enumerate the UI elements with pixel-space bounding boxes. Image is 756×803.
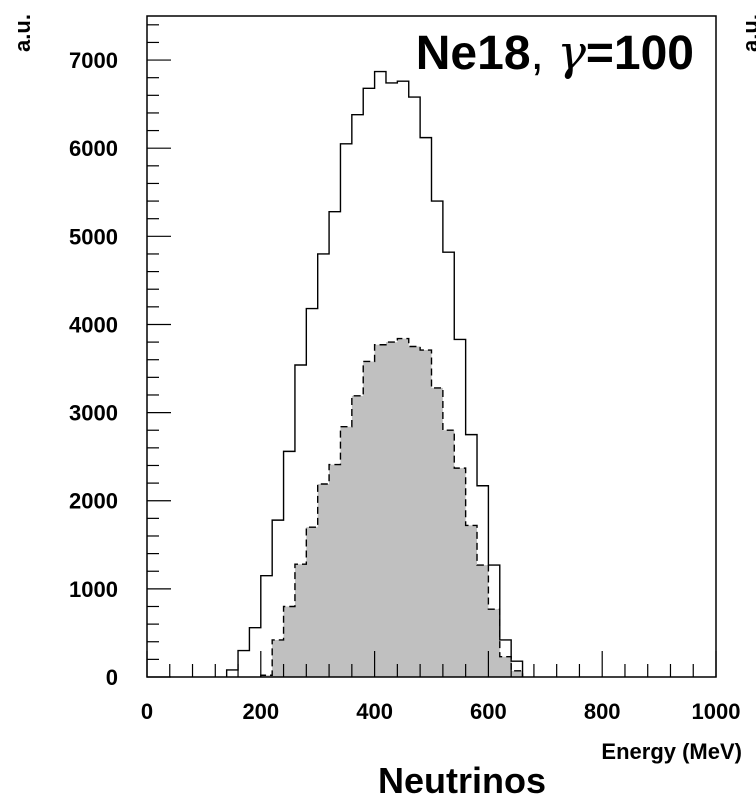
outline-histogram-bin [397,81,408,677]
y-tick-labels: 0 1000 2000 3000 4000 5000 6000 7000 [69,48,118,690]
x-tick-label: 800 [584,699,621,724]
axis-ticks [146,24,717,678]
right-edge-axis-label: a.u. [738,14,756,52]
outline-histogram-bin [340,144,351,677]
x-tick-labels: 0 200 400 600 800 1000 [141,699,741,724]
y-tick-label: 5000 [69,224,118,249]
chart-title: Ne18, γ=100 [416,25,694,81]
outline-histogram-bin [238,651,249,677]
title-separator: , [531,27,558,80]
title-symbol: γ [557,25,586,81]
plot-frame [146,15,717,678]
x-axis-label: Energy (MeV) [601,739,742,764]
filled-histogram-dashed-outline [260,337,524,677]
outline-histogram-bin [511,661,522,677]
outline-histogram-bin [432,201,443,677]
outline-histogram-bin [261,576,272,677]
outline-histogram-bin [386,83,397,677]
y-tick-label: 0 [106,665,118,690]
y-tick-label: 6000 [69,136,118,161]
x-tick-label: 400 [356,699,393,724]
y-tick-label: 1000 [69,577,118,602]
outline-histogram-series [225,70,524,677]
outline-histogram-bin [306,309,317,677]
outline-histogram-bin [284,451,295,677]
y-tick-label: 7000 [69,48,118,73]
outline-histogram-bin [352,115,363,677]
x-tick-label: 1000 [692,699,741,724]
outline-histogram-line [225,70,524,677]
y-axis-label: a.u. [10,14,35,52]
title-value: =100 [586,27,694,80]
y-tick-label: 3000 [69,401,118,426]
outline-histogram-bin [272,520,283,677]
outline-histogram-bin [443,252,454,677]
outline-histogram-bin [500,640,511,677]
outline-histogram-bin [318,254,329,677]
outline-histogram-bin [295,365,306,677]
outline-histogram-bin [409,97,420,677]
outline-histogram-bin [329,212,340,677]
outline-histogram-bin [477,486,488,677]
y-tick-label: 4000 [69,312,118,337]
filled-histogram-series [260,337,524,677]
title-main: Ne18 [416,27,531,80]
x-tick-label: 0 [141,699,153,724]
outline-histogram-bin [375,72,386,677]
outline-histogram-bin [454,339,465,677]
outline-histogram-bin [420,138,431,677]
x-tick-label: 600 [470,699,507,724]
outline-histogram-bin [466,435,477,677]
outline-histogram-bin [249,628,260,677]
chart-caption: Neutrinos [378,760,546,801]
outline-histogram-bin [488,565,499,677]
filled-histogram-area [260,338,523,677]
outline-histogram-bin [363,88,374,677]
outline-histogram-bin [227,670,238,677]
y-tick-label: 2000 [69,489,118,514]
x-tick-label: 200 [242,699,279,724]
